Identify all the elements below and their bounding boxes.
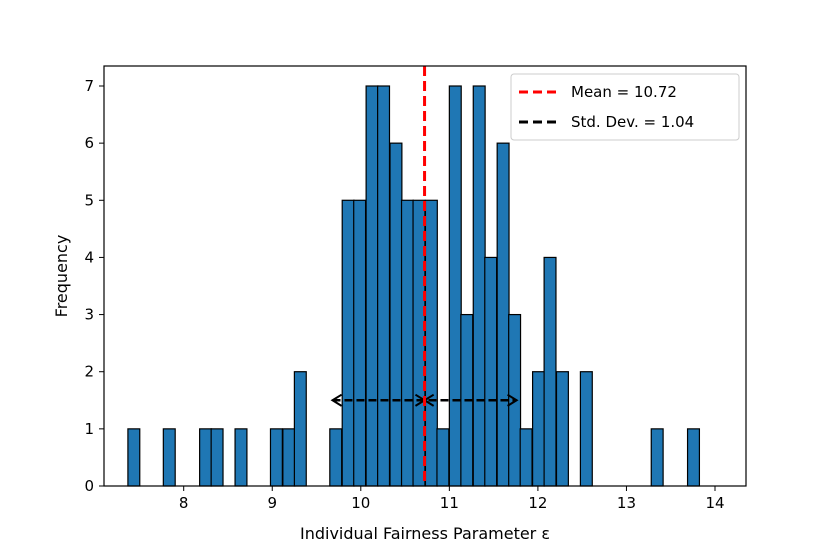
y-tick-label: 3 [84, 306, 94, 324]
histogram-bar [496, 142, 510, 487]
histogram-bar [472, 85, 486, 487]
x-axis-label: Individual Fairness Parameter ε [300, 524, 550, 543]
legend: Mean = 10.72 Std. Dev. = 1.04 [510, 73, 740, 141]
y-tick-label: 4 [84, 248, 94, 266]
y-tick-label: 1 [84, 420, 94, 438]
bars-layer [127, 85, 701, 487]
x-tick-label: 11 [440, 494, 459, 512]
histogram-bar [162, 428, 176, 487]
histogram-bar [543, 256, 557, 487]
x-tick-label: 10 [351, 494, 370, 512]
histogram-bar [269, 428, 283, 487]
histogram-bar [519, 428, 533, 487]
histogram-bar [424, 199, 438, 487]
histogram-bar [650, 428, 664, 487]
x-tick-label: 14 [705, 494, 724, 512]
y-tick-label: 0 [84, 477, 94, 495]
y-axis-label: Frequency [52, 235, 71, 318]
x-tick-label: 13 [617, 494, 636, 512]
std-dev-arrow-left [330, 393, 343, 407]
histogram-bar [389, 142, 403, 487]
histogram-bar [341, 199, 355, 487]
histogram-bar [329, 428, 343, 487]
x-ticks: 8 9 10 11 12 13 14 [179, 486, 725, 512]
legend-std-label: Std. Dev. = 1.04 [571, 113, 694, 131]
std-dev-arrow-right [507, 393, 519, 407]
x-tick-label: 8 [179, 494, 189, 512]
histogram-bar [127, 428, 141, 487]
histogram-bar [531, 371, 546, 487]
histogram-bar [400, 199, 414, 487]
axes-frame [103, 65, 747, 487]
histogram-bar [365, 85, 379, 487]
x-tick-label: 9 [267, 494, 277, 512]
histogram-bar [484, 256, 498, 487]
histogram-bar [555, 371, 569, 487]
y-ticks: 0 1 2 3 4 5 6 7 [84, 77, 104, 495]
y-tick-label: 2 [84, 363, 94, 381]
histogram-bar [234, 428, 248, 487]
legend-box [510, 73, 740, 141]
legend-mean-label: Mean = 10.72 [571, 83, 677, 101]
histogram-bar [436, 428, 450, 487]
histogram-bar [293, 371, 307, 487]
y-tick-label: 7 [84, 77, 94, 95]
histogram-bar [579, 371, 593, 487]
histogram-bar [377, 85, 391, 487]
y-tick-label: 5 [84, 191, 94, 209]
histogram-bar [448, 85, 462, 487]
histogram-bar [353, 199, 367, 487]
histogram-bar [282, 428, 296, 487]
stats-layer [330, 66, 519, 486]
histogram-bar [210, 428, 224, 487]
histogram-bar [199, 428, 213, 487]
y-tick-label: 6 [84, 134, 94, 152]
histogram-bar [686, 428, 701, 487]
x-tick-label: 12 [528, 494, 547, 512]
